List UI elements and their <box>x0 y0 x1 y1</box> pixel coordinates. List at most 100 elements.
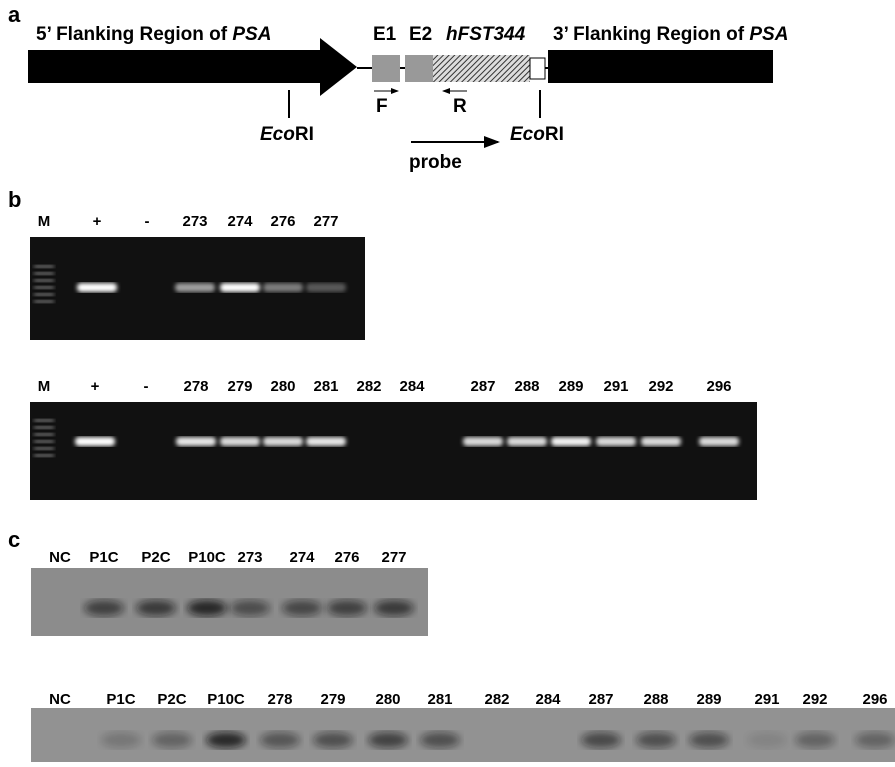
lane-label: 288 <box>514 378 539 395</box>
ladder-band <box>34 440 54 443</box>
lane-label: 287 <box>588 691 613 708</box>
lane-label: P10C <box>188 549 226 566</box>
gene-label: hFST344 <box>446 24 526 45</box>
ladder-band <box>34 265 54 268</box>
band <box>263 437 303 446</box>
figure: a 5’ Flanking Region of PSA 3’ Flanking … <box>0 0 895 762</box>
exon-box <box>372 55 400 82</box>
flank-box <box>548 50 773 83</box>
lane-label: P1C <box>89 549 118 566</box>
ladder-band <box>34 447 54 450</box>
band <box>689 732 729 748</box>
lane-label: P2C <box>157 691 186 708</box>
lane-label: 276 <box>270 213 295 230</box>
lane-label: 292 <box>802 691 827 708</box>
band <box>636 732 676 748</box>
band <box>176 437 216 446</box>
band <box>101 732 141 748</box>
band <box>795 732 835 748</box>
lane-label: 281 <box>313 378 338 395</box>
lane-label: 292 <box>648 378 673 395</box>
lane-label: 288 <box>643 691 668 708</box>
lane-label: 277 <box>381 549 406 566</box>
primer-label: F <box>376 96 388 117</box>
band <box>282 600 322 616</box>
band <box>220 283 260 292</box>
lane-label: 273 <box>237 549 262 566</box>
band <box>75 437 115 446</box>
lane-label: 278 <box>183 378 208 395</box>
lane-label: P2C <box>141 549 170 566</box>
band <box>263 283 303 292</box>
band <box>596 437 636 446</box>
lane-label: 296 <box>706 378 731 395</box>
lane-label: M <box>38 213 51 230</box>
lane-label: 274 <box>289 549 315 566</box>
lane-label: NC <box>49 549 71 566</box>
band <box>374 600 414 616</box>
band <box>327 600 367 616</box>
probe-label: probe <box>409 152 462 173</box>
lane-label: - <box>145 213 150 230</box>
ladder-band <box>34 419 54 422</box>
band <box>747 732 787 748</box>
band <box>306 283 346 292</box>
gel-image <box>30 402 757 500</box>
lane-label: M <box>38 378 51 395</box>
exon-label: E1 <box>373 24 397 45</box>
band <box>551 437 591 446</box>
lane-label: + <box>91 378 100 395</box>
ladder-band <box>34 454 54 457</box>
ladder-band <box>34 272 54 275</box>
lane-label: + <box>93 213 102 230</box>
lane-label: P1C <box>106 691 135 708</box>
band <box>84 600 124 616</box>
lane-label: P10C <box>207 691 245 708</box>
lane-label: 289 <box>696 691 721 708</box>
lane-label: 296 <box>862 691 887 708</box>
ladder-band <box>34 300 54 303</box>
band <box>463 437 503 446</box>
panel-label: b <box>8 187 21 212</box>
ladder-band <box>34 279 54 282</box>
lane-label: 279 <box>320 691 345 708</box>
band <box>206 732 246 748</box>
lane-label: 281 <box>427 691 452 708</box>
band <box>77 283 117 292</box>
panel-label: c <box>8 527 20 552</box>
region-label: 3’ Flanking Region of PSA <box>553 24 788 45</box>
band <box>306 437 346 446</box>
gene-box <box>433 55 530 82</box>
lane-label: NC <box>49 691 71 708</box>
lane-label: 282 <box>484 691 509 708</box>
band <box>175 283 215 292</box>
lane-label: 276 <box>334 549 359 566</box>
exon-box <box>405 55 433 82</box>
site-label: EcoRI <box>260 124 314 145</box>
band <box>581 732 621 748</box>
band <box>855 732 895 748</box>
lane-label: 274 <box>227 213 253 230</box>
site-label: EcoRI <box>510 124 564 145</box>
ladder-band <box>34 286 54 289</box>
lane-label: 282 <box>356 378 381 395</box>
band <box>420 732 460 748</box>
lane-label: 289 <box>558 378 583 395</box>
band <box>152 732 192 748</box>
lane-label: 280 <box>270 378 295 395</box>
lane-label: 291 <box>754 691 779 708</box>
band <box>260 732 300 748</box>
tail-box <box>530 58 545 79</box>
lane-label: 278 <box>267 691 292 708</box>
flank-arrow <box>28 38 357 96</box>
exon-label: E2 <box>409 24 432 45</box>
ladder-band <box>34 426 54 429</box>
lane-label: 279 <box>227 378 252 395</box>
lane-label: 291 <box>603 378 628 395</box>
lane-label: 284 <box>535 691 561 708</box>
panel-label: a <box>8 2 21 27</box>
lane-label: 277 <box>313 213 338 230</box>
region-label: 5’ Flanking Region of PSA <box>36 24 271 45</box>
band <box>220 437 260 446</box>
lane-label: 287 <box>470 378 495 395</box>
